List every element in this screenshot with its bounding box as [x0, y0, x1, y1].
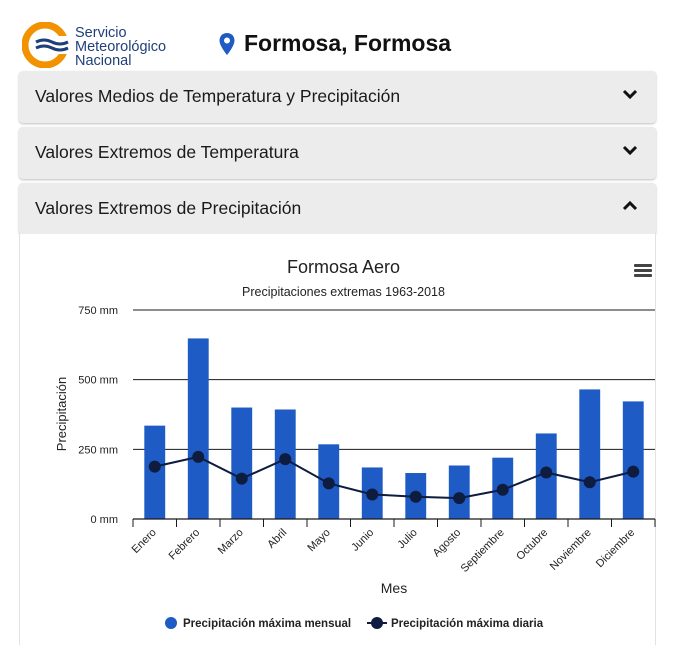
chevron-up-icon — [622, 200, 638, 211]
x-tick-label: Junio — [349, 527, 376, 554]
line-point — [192, 450, 205, 463]
logo-line-2: Meteorológico — [75, 39, 167, 55]
accordion-extremos-precipitacion[interactable]: Valores Extremos de Precipitación — [19, 183, 656, 235]
x-tick-label: Noviembre — [548, 527, 594, 573]
logo-line-1: Servicio — [75, 25, 127, 41]
smn-logo[interactable]: Servicio Meteorológico Nacional — [22, 22, 202, 72]
line-point — [540, 466, 553, 479]
legend-marker-bar — [165, 617, 177, 629]
accordion-valores-medios[interactable]: Valores Medios de Temperatura y Precipit… — [19, 71, 656, 123]
legend-label: Precipitación máxima diaria — [391, 618, 544, 630]
legend-label: Precipitación máxima mensual — [183, 618, 351, 630]
line-point — [366, 488, 379, 501]
line-point — [148, 460, 161, 473]
accordion-title: Valores Medios de Temperatura y Precipit… — [35, 86, 401, 106]
chart-title: Formosa Aero — [286, 257, 401, 277]
x-tick-label: Enero — [130, 527, 159, 556]
logo-text: Servicio Meteorológico Nacional — [75, 25, 167, 69]
x-tick-label: Septiembre — [459, 527, 507, 575]
x-tick-label: Julio — [395, 527, 419, 551]
line-point — [279, 453, 292, 466]
line-point — [409, 490, 422, 503]
y-tick-label: 500 mm — [78, 375, 118, 387]
line-point — [453, 492, 466, 505]
x-tick-label: Marzo — [216, 527, 246, 557]
legend-marker-point — [371, 617, 383, 629]
x-tick-label: Diciembre — [594, 527, 637, 570]
line-point — [583, 476, 596, 489]
x-axis-title: Mes — [381, 580, 407, 596]
chevron-down-icon — [622, 145, 638, 156]
line-point — [235, 472, 248, 485]
accordion-extremos-temperatura[interactable]: Valores Extremos de Temperatura — [19, 127, 656, 179]
series-line — [154, 455, 634, 500]
smn-logo-icon — [22, 22, 72, 68]
bar — [622, 401, 644, 519]
x-tick-label: Octubre — [514, 527, 550, 563]
y-axis-title: Precipitación — [54, 377, 69, 451]
y-tick-label: 0 mm — [91, 514, 119, 526]
logo-line-3: Nacional — [75, 53, 132, 69]
x-tick-label: Mayo — [305, 527, 333, 555]
bar — [187, 338, 209, 519]
x-tick-label: Febrero — [167, 527, 203, 563]
bar — [579, 389, 601, 519]
location-title: Formosa, Formosa — [244, 30, 452, 56]
bar — [231, 407, 253, 519]
accordion-title: Valores Extremos de Temperatura — [35, 142, 299, 162]
chevron-down-icon — [622, 89, 638, 100]
line-point — [322, 477, 335, 490]
y-tick-label: 250 mm — [78, 444, 118, 456]
site-header: Servicio Meteorológico Nacional Formosa,… — [0, 0, 687, 72]
line-point — [496, 483, 509, 496]
x-tick-label: Abril — [265, 527, 289, 551]
accordion-title: Valores Extremos de Precipitación — [35, 198, 302, 218]
location-heading: Formosa, Formosa — [218, 30, 451, 57]
line-point — [627, 465, 640, 478]
map-pin-icon — [219, 32, 235, 55]
chart-menu-icon[interactable] — [634, 264, 652, 278]
y-tick-label: 750 mm — [78, 305, 118, 317]
chart-subtitle: Precipitaciones extremas 1963-2018 — [242, 285, 445, 299]
x-tick-label: Agosto — [431, 527, 464, 560]
